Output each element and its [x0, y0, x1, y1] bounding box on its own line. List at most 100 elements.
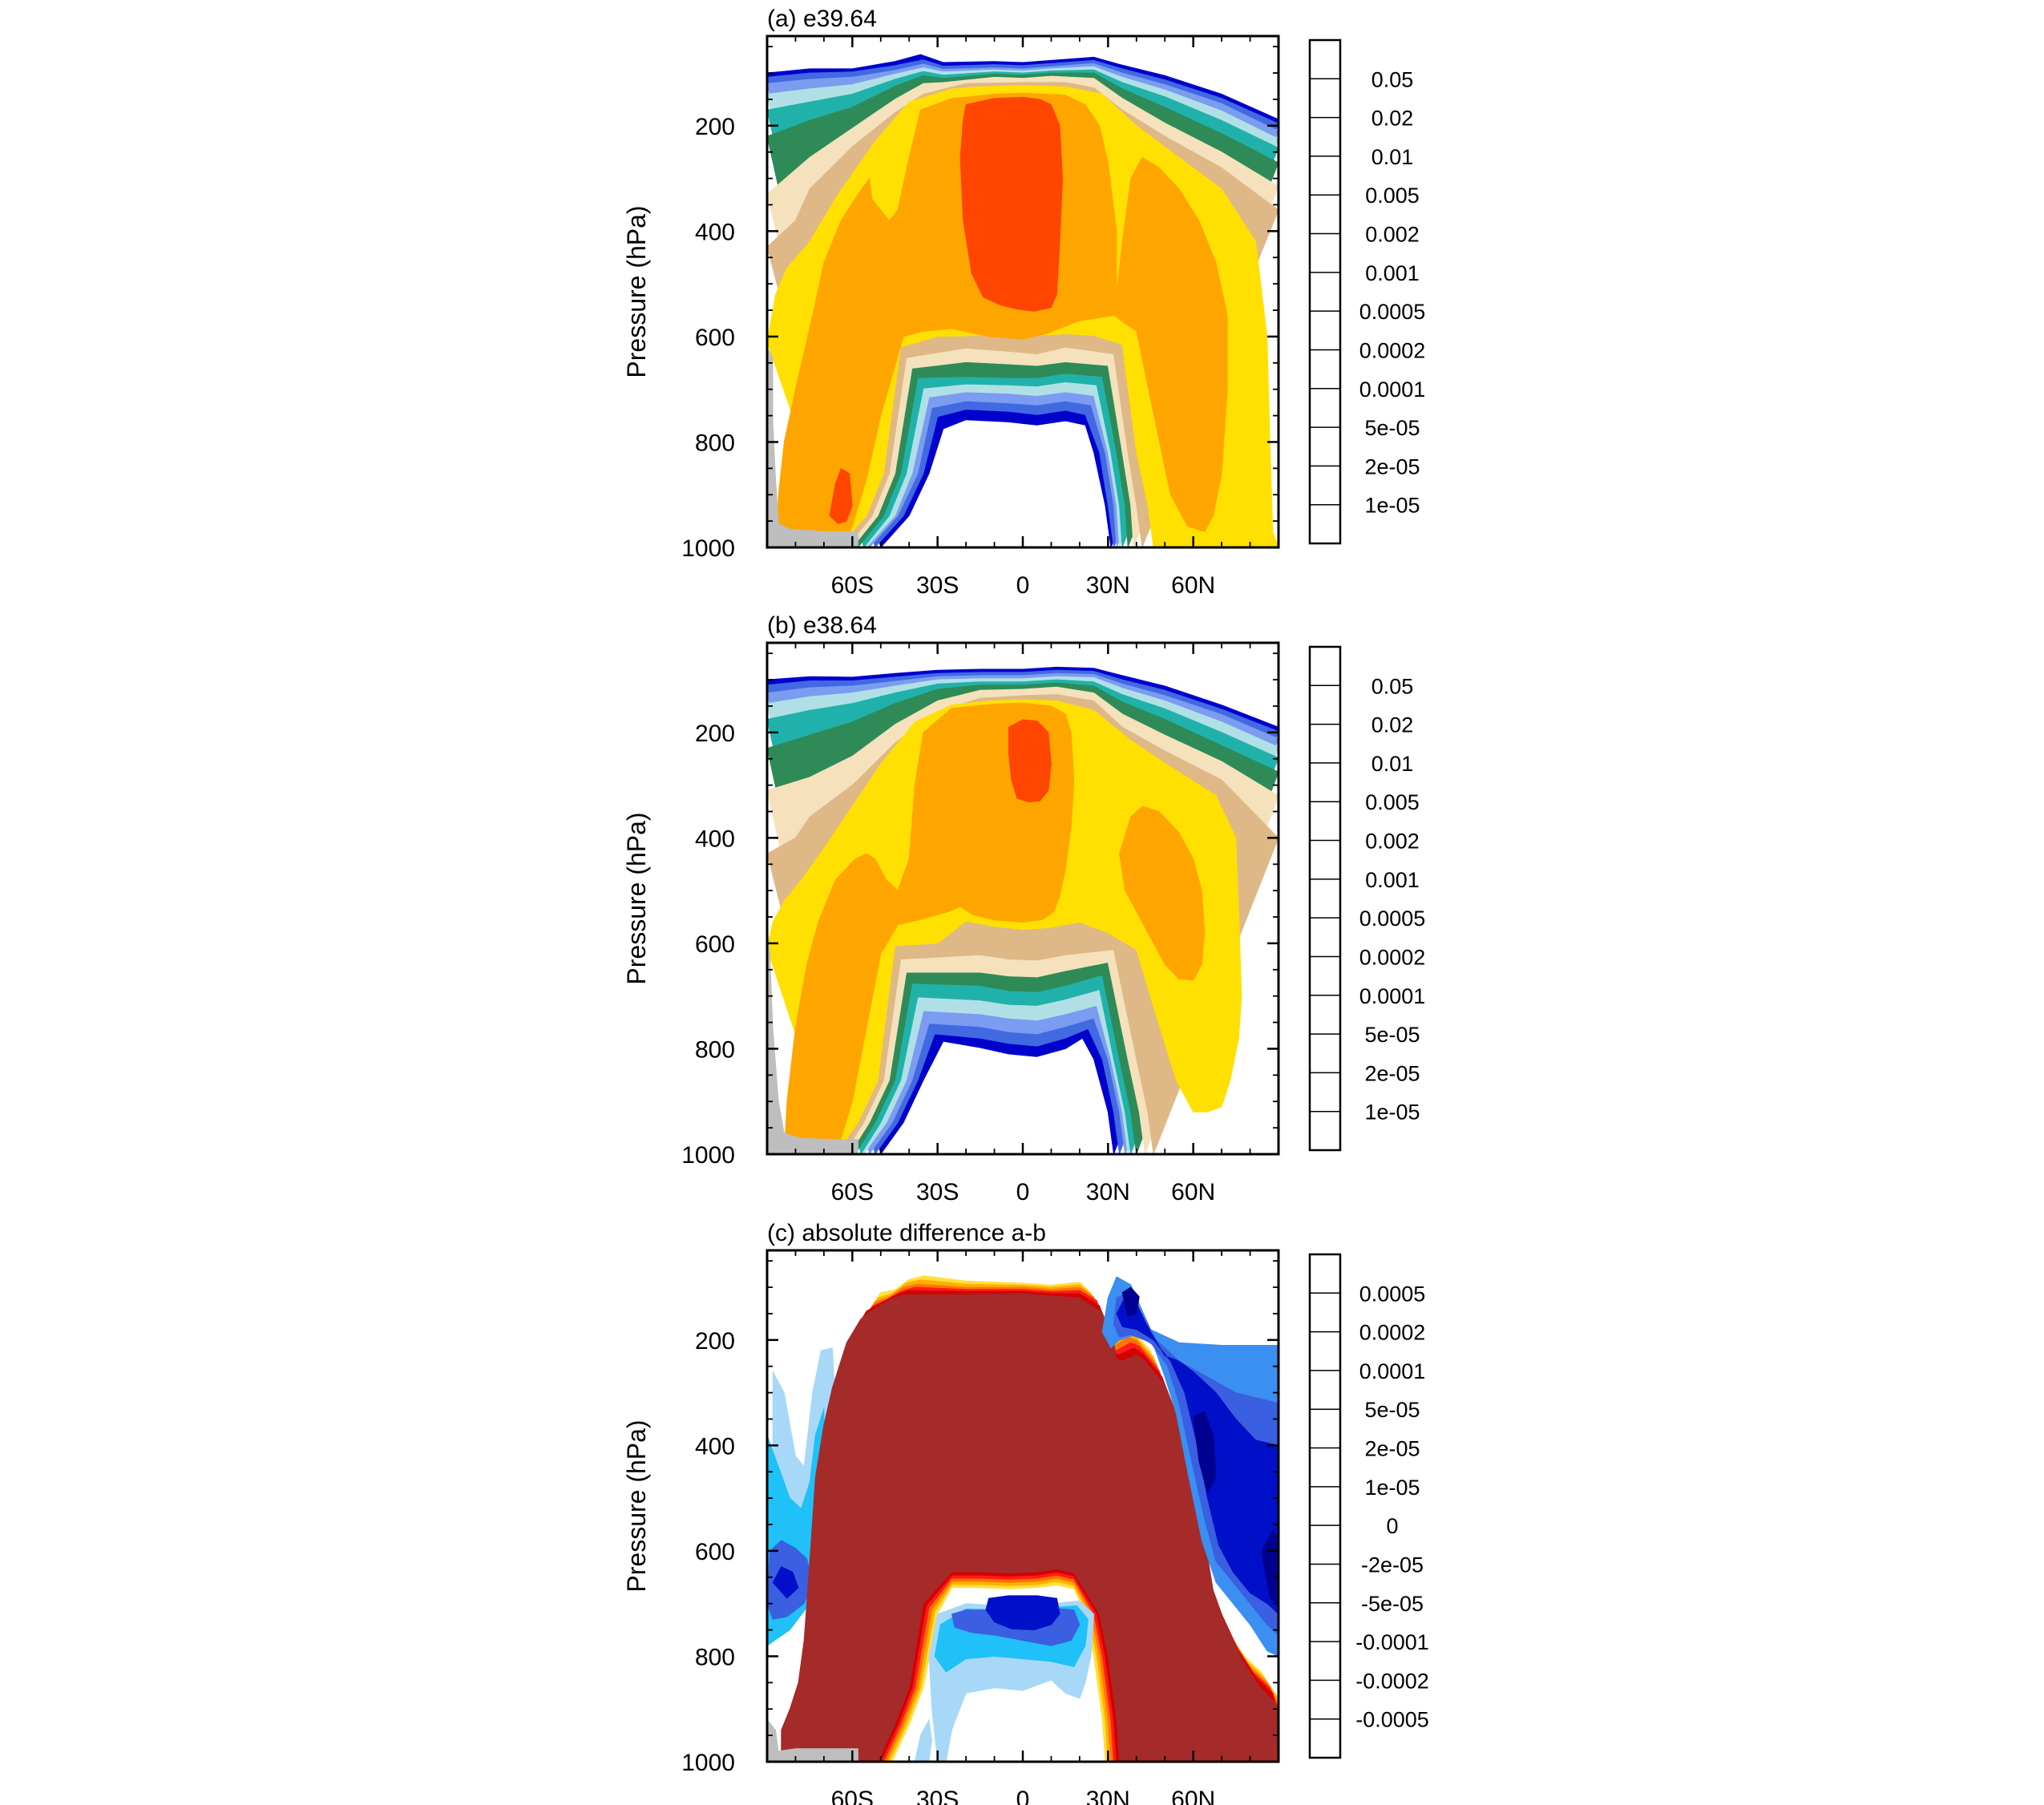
- panel-a-y-axis-label: Pressure (hPa): [622, 205, 651, 378]
- panel-a-colorbar-label-3: 0.005: [1365, 184, 1420, 208]
- panel-a: (a) e39.64 200 400 600 800 1000 60S 30S 0 30N 60N…: [622, 6, 1425, 599]
- panel-b-contour-fill: [767, 666, 1279, 1154]
- panel-c-ytick-label-2: 600: [695, 1539, 735, 1565]
- panel-a-band-12: [767, 346, 858, 547]
- panel-b-colorbar-label-7: 0.0002: [1359, 945, 1426, 969]
- panel-b-colorbar-label-5: 0.001: [1365, 868, 1420, 892]
- panel-a-colorbar-label-1: 0.02: [1371, 107, 1414, 131]
- panel-c-band-13: [1121, 1286, 1140, 1317]
- panel-c-xtick-label-2: 0: [1016, 1787, 1030, 1805]
- panel-b-colorbar-label-3: 0.005: [1365, 790, 1420, 814]
- panel-c-band-12: [1116, 1296, 1279, 1615]
- panel-b-ytick-label-3: 800: [695, 1036, 735, 1063]
- panel-a-ytick-label-3: 800: [695, 430, 735, 456]
- panel-a-xtick-label-3: 30N: [1086, 572, 1130, 599]
- panel-a-ytick-label-4: 1000: [681, 535, 735, 562]
- panel-b-colorbar-label-8: 0.0001: [1359, 984, 1426, 1008]
- panel-c-colorbar-label-9: -0.0001: [1355, 1630, 1429, 1654]
- panel-b-colorbar-frame: [1308, 645, 1342, 1152]
- panel-a-colorbar: 0.05 0.02 0.01 0.005 0.002 0.001 0.0005 0.0002 0…: [1308, 38, 1426, 545]
- panel-c-colorbar-label-5: 1e-05: [1364, 1476, 1420, 1500]
- panel-a-band-10: [959, 96, 1063, 312]
- panel-b-band-10: [1119, 806, 1206, 981]
- panel-c-band-9: [781, 1293, 1279, 1762]
- panel-b-colorbar: 0.05 0.02 0.01 0.005 0.002 0.001 0.0005 0.0002 0…: [1308, 645, 1426, 1152]
- panel-b-title: (b) e38.64: [767, 612, 877, 639]
- panel-a-contour-fill: [767, 54, 1279, 547]
- panel-c-xtick-label-4: 60N: [1171, 1787, 1215, 1805]
- panel-b-axes: 200 400 600 800 1000 60S 30S 0 30N 60N: [681, 643, 1279, 1205]
- panel-a-xtick-label-0: 60S: [831, 572, 874, 599]
- panel-b-colorbar-label-2: 0.01: [1371, 752, 1414, 776]
- panel-a-colorbar-label-5: 0.001: [1365, 261, 1420, 285]
- panel-a-title: (a) e39.64: [767, 6, 877, 32]
- panel-c-ytick-label-0: 200: [695, 1328, 735, 1355]
- panel-a-ytick-label-1: 400: [695, 219, 735, 245]
- panel-c-colorbar-label-7: -2e-05: [1361, 1553, 1424, 1577]
- panel-b-band-9: [783, 702, 1075, 1154]
- panel-c-band-3: [772, 1566, 799, 1599]
- panel-c-axes: 200 400 600 800 1000 60S 30S 0 30N 60N: [681, 1250, 1279, 1805]
- panel-b-xtick-label-3: 30N: [1086, 1179, 1130, 1205]
- panel-a-colorbar-label-4: 0.002: [1365, 223, 1420, 247]
- panel-a-colorbar-label-9: 5e-05: [1364, 416, 1420, 440]
- panel-a-band-9: [775, 92, 1228, 547]
- panel-a-colorbar-label-7: 0.0002: [1359, 338, 1426, 362]
- panel-a-colorbar-label-8: 0.0001: [1359, 378, 1426, 402]
- panel-c-colorbar-label-11: -0.0005: [1355, 1708, 1429, 1732]
- panel-c-colorbar-label-10: -0.0002: [1355, 1669, 1429, 1693]
- panel-b-colorbar-label-0: 0.05: [1371, 674, 1414, 698]
- panel-a-axes: 200 400 600 800 1000 60S 30S 0 30N 60N: [681, 36, 1279, 599]
- panel-c-contour-fill: [767, 1275, 1279, 1762]
- panel-b-xtick-label-2: 0: [1016, 1179, 1030, 1205]
- panel-b-xtick-label-1: 30S: [916, 1179, 959, 1205]
- panel-c-ytick-label-3: 800: [695, 1644, 735, 1670]
- panel-b-colorbar-label-6: 0.0005: [1359, 907, 1426, 931]
- panel-c-colorbar-label-1: 0.0002: [1359, 1321, 1426, 1345]
- panel-c-band-19: [985, 1595, 1060, 1630]
- panel-c-colorbar-label-8: -5e-05: [1361, 1592, 1424, 1616]
- panel-c-xtick-label-1: 30S: [916, 1787, 959, 1805]
- panel-a-xtick-label-4: 60N: [1171, 572, 1215, 599]
- panel-b-band-11: [1008, 719, 1052, 802]
- panel-c-colorbar-frame: [1308, 1253, 1342, 1759]
- panel-c-colorbar-label-4: 2e-05: [1364, 1437, 1420, 1461]
- panel-c-colorbar-label-6: 0: [1386, 1514, 1398, 1538]
- panel-a-xtick-label-2: 0: [1016, 572, 1030, 599]
- panel-a-colorbar-frame: [1308, 38, 1342, 545]
- panel-b-colorbar-label-1: 0.02: [1371, 713, 1414, 737]
- panel-b-colorbar-label-4: 0.002: [1365, 830, 1420, 854]
- panel-c-title: (c) absolute difference a-b: [767, 1220, 1046, 1246]
- panel-a-ytick-label-0: 200: [695, 114, 735, 140]
- panel-c-colorbar-label-3: 5e-05: [1364, 1398, 1420, 1422]
- panel-a-xtick-label-1: 30S: [916, 572, 959, 599]
- panel-c-band-15: [1261, 1529, 1279, 1605]
- panel-c-colorbar-label-2: 0.0001: [1359, 1359, 1426, 1383]
- panel-c: (c) absolute difference a-b 200 400 600 800…: [622, 1220, 1429, 1805]
- panel-b-ytick-label-1: 400: [695, 826, 735, 852]
- panel-a-ytick-label-2: 600: [695, 325, 735, 351]
- panel-b-ytick-label-4: 1000: [681, 1142, 735, 1169]
- panel-a-colorbar-label-2: 0.01: [1371, 145, 1414, 169]
- panel-c-ytick-label-4: 1000: [681, 1750, 735, 1776]
- panel-a-colorbar-label-0: 0.05: [1371, 67, 1414, 91]
- panel-b-colorbar-label-10: 2e-05: [1364, 1061, 1420, 1085]
- panel-b-colorbar-label-9: 5e-05: [1364, 1023, 1420, 1047]
- panel-c-ytick-label-1: 400: [695, 1433, 735, 1460]
- panel-c-band-21: [767, 1718, 858, 1762]
- panel-b-y-axis-label: Pressure (hPa): [622, 812, 651, 984]
- panel-a-band-11: [829, 467, 853, 524]
- panel-c-colorbar-label-0: 0.0005: [1359, 1282, 1426, 1306]
- panel-c-colorbar: 0.0005 0.0002 0.0001 5e-05 2e-05 1e-05 0 -2e-05…: [1308, 1253, 1429, 1759]
- panel-b-colorbar-label-11: 1e-05: [1364, 1100, 1420, 1125]
- panel-c-xtick-label-3: 30N: [1086, 1787, 1130, 1805]
- panel-b-ytick-label-2: 600: [695, 931, 735, 958]
- panel-c-y-axis-label: Pressure (hPa): [622, 1419, 651, 1592]
- panel-a-colorbar-label-10: 2e-05: [1364, 454, 1420, 479]
- panel-b-ytick-label-0: 200: [695, 721, 735, 747]
- panel-b-xtick-label-0: 60S: [831, 1179, 874, 1205]
- panel-a-colorbar-label-6: 0.0005: [1359, 300, 1426, 324]
- panel-b-xtick-label-4: 60N: [1171, 1179, 1215, 1205]
- panel-c-band-14: [1193, 1411, 1217, 1493]
